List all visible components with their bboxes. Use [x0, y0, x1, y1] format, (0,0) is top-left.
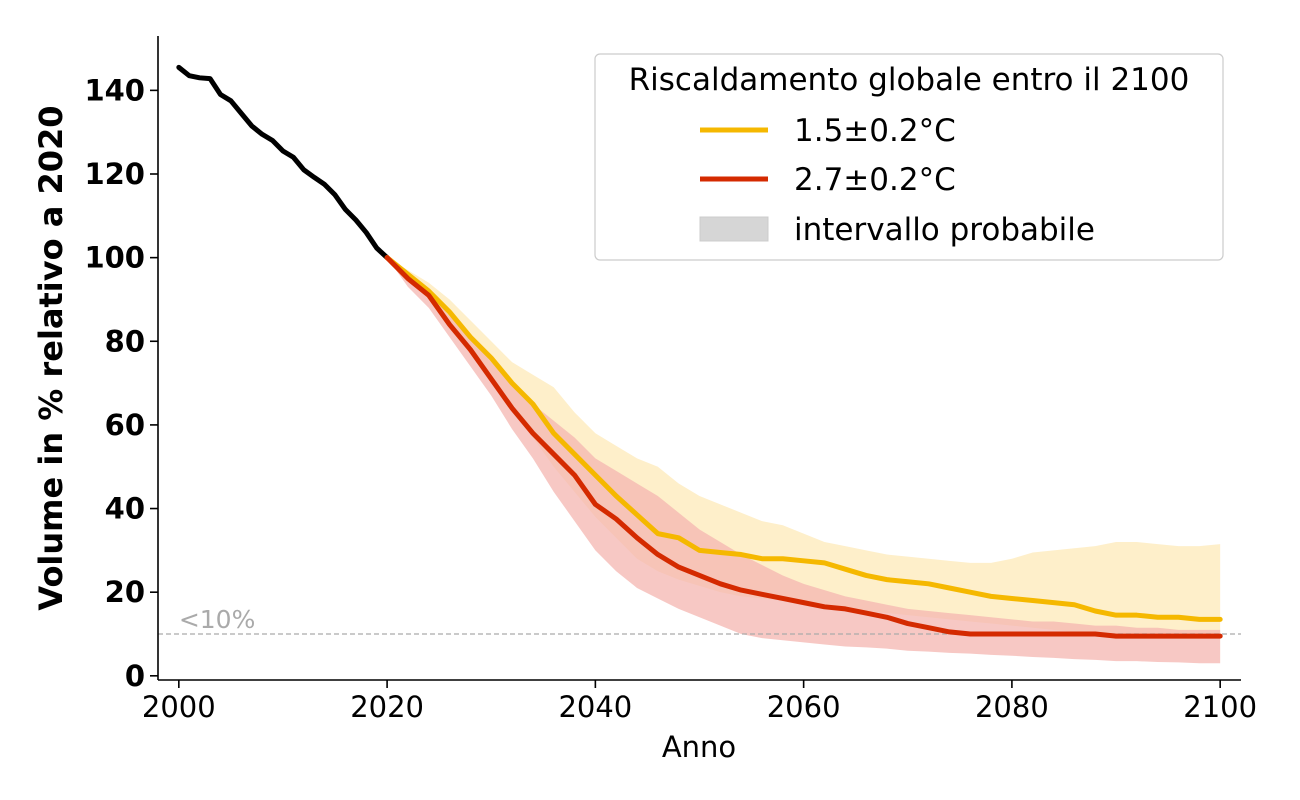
y-axis-label: Volume in % relativo a 2020: [32, 105, 70, 610]
legend-entry-high: 2.7±0.2°C: [794, 162, 956, 198]
x-tick-label: 2080: [975, 690, 1049, 724]
y-ticks: 0 20 40 60 80 100 120 140: [84, 73, 158, 693]
x-ticks: 2000 2020 2040 2060 2080 2100: [142, 680, 1257, 724]
y-tick-label: 60: [105, 408, 145, 442]
threshold-label: <10%: [179, 605, 256, 634]
y-tick-label: 0: [125, 659, 145, 693]
y-tick-label: 120: [84, 157, 145, 191]
legend-entry-low: 1.5±0.2°C: [794, 113, 956, 149]
x-tick-label: 2040: [558, 690, 632, 724]
legend-frame: [594, 53, 1224, 261]
legend-swatch-band: [699, 216, 769, 242]
y-tick-label: 140: [84, 73, 145, 107]
legend: Riscaldamento globale entro il 2100 1.5±…: [594, 53, 1224, 261]
x-tick-label: 2100: [1183, 690, 1257, 724]
y-tick-label: 20: [105, 575, 145, 609]
legend-entry-band: intervallo probabile: [794, 212, 1095, 248]
series-lines: [176, 64, 1223, 639]
legend-title: Riscaldamento globale entro il 2100: [629, 62, 1190, 98]
x-tick-label: 2000: [142, 690, 216, 724]
x-tick-label: 2060: [767, 690, 841, 724]
x-axis-label: Anno: [662, 730, 736, 764]
series-line-historical: [176, 64, 390, 261]
band-high: [387, 257, 1221, 664]
series-line-low: [384, 255, 1223, 622]
series-line-high: [384, 255, 1223, 639]
band-low: [387, 257, 1221, 639]
y-tick-label: 80: [105, 324, 145, 358]
y-tick-label: 40: [105, 492, 145, 526]
y-tick-label: 100: [84, 241, 145, 275]
x-tick-label: 2020: [350, 690, 424, 724]
